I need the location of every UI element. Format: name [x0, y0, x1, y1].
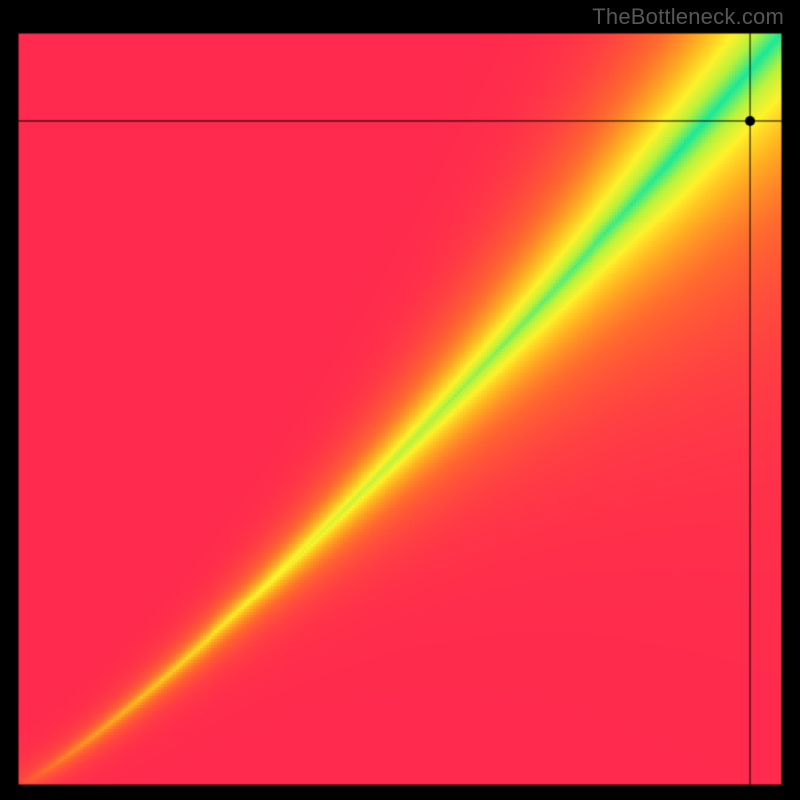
chart-container: TheBottleneck.com — [0, 0, 800, 800]
bottleneck-heatmap — [0, 0, 800, 800]
watermark-text: TheBottleneck.com — [592, 4, 784, 30]
